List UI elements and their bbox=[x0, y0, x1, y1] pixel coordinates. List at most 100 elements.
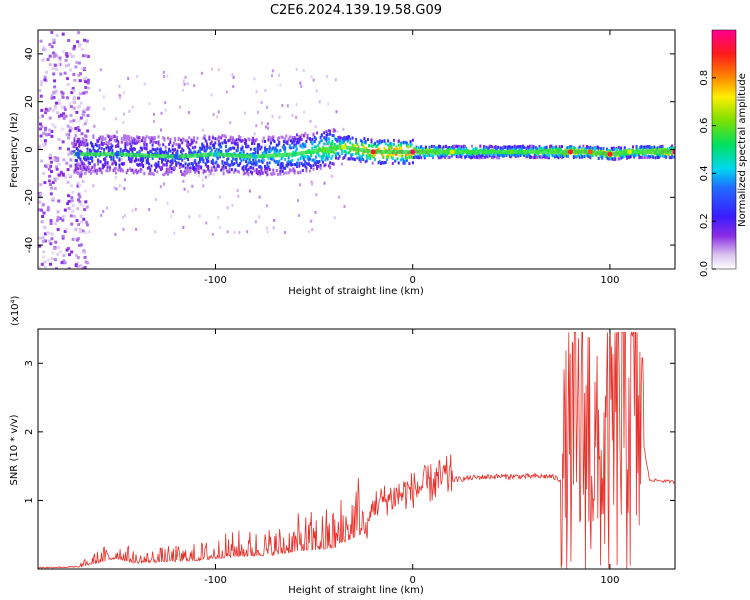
spectrogram-cell bbox=[87, 165, 90, 169]
spectrogram-cell bbox=[183, 161, 186, 165]
spectrogram-cell bbox=[105, 146, 108, 150]
spectrogram-cell bbox=[82, 54, 86, 58]
spectrogram-cell bbox=[311, 141, 314, 145]
spectrogram-cell bbox=[53, 187, 57, 191]
spectrogram-cell bbox=[137, 136, 140, 140]
spectrogram-cell bbox=[637, 156, 640, 160]
spectrogram-cell bbox=[267, 150, 270, 154]
spectrogram-cell bbox=[513, 153, 516, 157]
spectrogram-cell bbox=[238, 163, 241, 167]
spectrogram-ylabel: Frequency (Hz) bbox=[9, 112, 20, 188]
spectrogram-cell bbox=[198, 157, 201, 161]
spectrogram-cell bbox=[176, 149, 179, 153]
spectrogram-cell bbox=[245, 167, 248, 171]
spectrogram-cell bbox=[317, 164, 320, 168]
spectrogram-cell bbox=[315, 193, 318, 197]
spectrogram-cell bbox=[51, 251, 55, 255]
spectrogram-cell bbox=[570, 146, 573, 150]
spectrogram-cell bbox=[407, 145, 410, 149]
spectrogram-cell bbox=[618, 153, 621, 157]
spectrogram-cell bbox=[493, 152, 496, 156]
spectrogram-cell bbox=[57, 114, 61, 118]
spectrogram-cell bbox=[74, 158, 77, 162]
spectrogram-cell bbox=[238, 231, 241, 235]
spectrogram-cell bbox=[546, 152, 549, 156]
spectrogram-cell bbox=[203, 149, 206, 153]
spectrogram-cell bbox=[207, 173, 210, 177]
spectrogram-cell bbox=[95, 144, 98, 148]
spectrogram-cell bbox=[154, 197, 157, 201]
spectrogram-cell bbox=[345, 137, 348, 141]
spectrogram-cell bbox=[84, 80, 88, 84]
spectrogram-cell bbox=[406, 156, 409, 160]
spectrogram-cell bbox=[85, 39, 89, 43]
spectrogram-cell bbox=[350, 153, 353, 157]
spectrogram-cell bbox=[291, 113, 294, 117]
spectrogram-cell bbox=[210, 93, 213, 97]
spectrogram-cell bbox=[135, 158, 138, 162]
spectrogram-cell bbox=[434, 152, 437, 156]
spectrogram-cell bbox=[325, 153, 328, 157]
spectrogram-cell bbox=[39, 183, 43, 187]
spectrogram-cell bbox=[327, 154, 330, 158]
spectrogram-cell bbox=[42, 131, 46, 135]
spectrogram-cell bbox=[182, 149, 185, 153]
spectrogram-cell bbox=[323, 181, 326, 185]
spectrogram-cell bbox=[333, 142, 336, 146]
spectrogram-cell bbox=[198, 174, 201, 178]
spectrogram-cell bbox=[79, 174, 83, 178]
spectrogram-cell bbox=[587, 152, 590, 156]
spectrogram-cell bbox=[79, 157, 82, 161]
spectrogram-cell bbox=[645, 153, 648, 157]
spectrogram-cell bbox=[245, 142, 248, 146]
spectrogram-cell bbox=[211, 232, 214, 236]
spectrogram-cell bbox=[132, 147, 135, 151]
spectrogram-cell bbox=[403, 141, 406, 145]
spectrogram-cell bbox=[137, 139, 140, 143]
spectrogram-cell bbox=[479, 155, 482, 159]
spectrogram-cell bbox=[143, 140, 146, 144]
spectrogram-cell bbox=[52, 55, 56, 59]
spectrogram-cell bbox=[253, 132, 256, 136]
spectrogram-cell bbox=[309, 119, 312, 123]
spectrogram-cell bbox=[402, 158, 405, 162]
spectrogram-cell bbox=[151, 171, 154, 175]
spectrogram-cell bbox=[323, 136, 326, 140]
spectrogram-cell bbox=[193, 166, 196, 170]
spectrogram-cell bbox=[209, 172, 212, 176]
spectrogram-cell bbox=[337, 137, 340, 141]
spectrogram-cell bbox=[164, 101, 167, 105]
spectrogram-cell bbox=[589, 156, 592, 160]
spectrogram-cell bbox=[635, 147, 638, 151]
spectrogram-cell bbox=[67, 133, 71, 137]
spectrogram-cell bbox=[266, 167, 269, 171]
spectrogram-cell bbox=[193, 168, 196, 172]
spectrogram-cell bbox=[286, 142, 289, 146]
spectrogram-cell bbox=[57, 101, 61, 105]
spectrogram-cell bbox=[53, 258, 57, 262]
spectrogram-cell bbox=[507, 146, 510, 150]
spectrogram-cell bbox=[222, 171, 225, 175]
spectrogram-cell bbox=[249, 152, 252, 156]
spectrogram-cell bbox=[330, 143, 333, 147]
spectrogram-cell bbox=[607, 157, 610, 161]
spectrogram-cell bbox=[282, 166, 285, 170]
spectrogram-cell bbox=[206, 160, 209, 164]
spectrogram-cell bbox=[498, 156, 501, 160]
spectrogram-cell bbox=[271, 136, 274, 140]
spectrogram-cell bbox=[181, 164, 184, 168]
spectrogram-cell bbox=[127, 76, 130, 80]
spectrogram-cell bbox=[536, 147, 539, 151]
spectrogram-cell bbox=[481, 154, 484, 158]
snr-ylabel: SNR (10 * v/v) bbox=[9, 414, 20, 485]
spectrogram-cell bbox=[640, 155, 643, 159]
spectrogram-cell bbox=[50, 257, 54, 261]
spectrogram-cell bbox=[314, 210, 317, 214]
spectrogram-cell bbox=[175, 161, 178, 165]
spectrogram-cell bbox=[49, 219, 53, 223]
spectrogram-cell bbox=[49, 221, 53, 225]
spectrogram-cell bbox=[538, 145, 541, 149]
spectrogram-cell bbox=[351, 143, 354, 147]
spectrogram-cell bbox=[307, 158, 310, 162]
spectrogram-cell bbox=[327, 164, 330, 168]
